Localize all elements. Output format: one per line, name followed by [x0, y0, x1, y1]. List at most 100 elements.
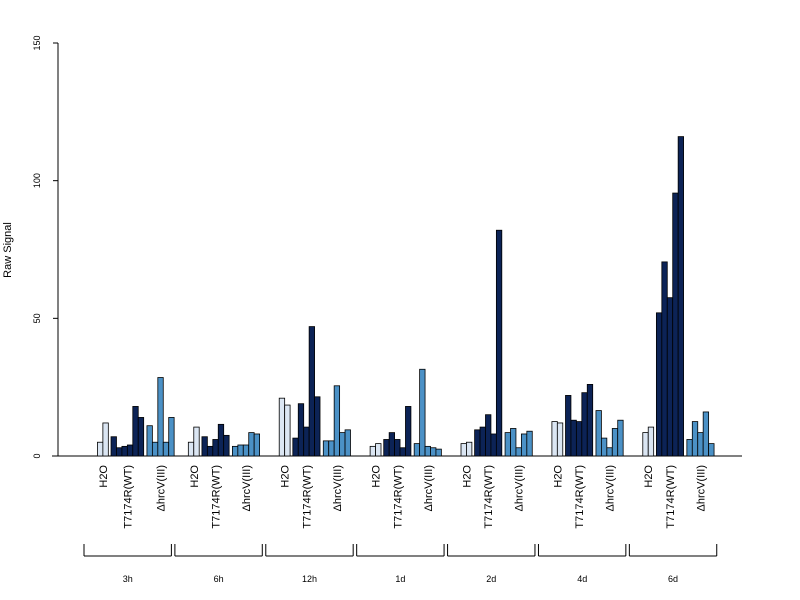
group-label: T7174R(WT) — [122, 465, 134, 529]
bar — [424, 445, 431, 457]
bar — [212, 439, 219, 457]
bar — [504, 432, 511, 457]
bar — [116, 447, 123, 457]
bar — [474, 429, 481, 457]
bar — [217, 423, 225, 457]
bar — [655, 312, 663, 457]
period-label: 4d — [577, 574, 587, 584]
group-label: H2O — [552, 465, 564, 488]
bar — [344, 429, 351, 457]
bar — [187, 441, 195, 457]
group-label: H2O — [461, 465, 473, 488]
bar — [314, 396, 321, 457]
group-label: ΔhrcV(III) — [514, 465, 526, 511]
bar — [419, 368, 426, 457]
bar — [677, 136, 684, 457]
bar — [466, 441, 473, 457]
bar — [375, 443, 382, 457]
bar — [570, 419, 577, 457]
bar — [132, 406, 139, 457]
bar — [146, 425, 153, 457]
group-label: T7174R(WT) — [392, 465, 404, 529]
period-label: 12h — [302, 574, 317, 584]
bar — [581, 392, 588, 457]
y-tick-label: 100 — [32, 173, 42, 188]
bar — [193, 426, 200, 457]
bar — [479, 426, 486, 457]
bar — [394, 439, 401, 457]
bar — [126, 444, 134, 457]
bar — [168, 417, 175, 457]
bar — [586, 384, 594, 457]
bar — [515, 447, 522, 457]
group-label: H2O — [98, 465, 110, 488]
group-label: H2O — [280, 465, 292, 488]
bar — [520, 433, 528, 457]
bar — [333, 385, 341, 457]
bar — [595, 410, 602, 457]
bar — [242, 444, 250, 457]
bar — [575, 421, 583, 457]
bar — [526, 430, 533, 457]
bar — [606, 447, 613, 457]
bar — [157, 377, 164, 457]
bar — [297, 403, 305, 457]
period-label: 6d — [668, 574, 678, 584]
bar — [551, 421, 558, 457]
bar — [322, 440, 330, 457]
group-label: H2O — [643, 465, 655, 488]
bar — [206, 445, 214, 457]
y-tick-label: 50 — [32, 313, 42, 323]
bar — [121, 445, 128, 457]
y-axis-label: Raw Signal — [2, 222, 14, 278]
bar — [201, 436, 208, 457]
bar — [231, 445, 239, 457]
bar — [399, 447, 406, 457]
bar — [647, 426, 655, 457]
bar — [369, 445, 376, 457]
bar — [565, 395, 572, 457]
bar — [223, 434, 230, 457]
bar — [278, 397, 286, 457]
bar — [110, 436, 117, 457]
group-label: ΔhrcV(III) — [156, 465, 168, 511]
bar — [430, 447, 437, 457]
bar — [102, 422, 109, 457]
bar — [253, 433, 261, 457]
bar — [303, 426, 310, 457]
bar — [601, 437, 608, 457]
bar — [237, 444, 244, 457]
group-label: ΔhrcV(III) — [332, 465, 344, 511]
bar — [666, 297, 674, 457]
bar — [460, 443, 467, 457]
group-label: T7174R(WT) — [574, 465, 586, 529]
bar — [388, 432, 396, 457]
bar — [691, 421, 699, 457]
bar — [284, 404, 291, 457]
bar — [617, 419, 624, 457]
bar — [510, 428, 517, 457]
bar — [383, 439, 390, 457]
group-label: ΔhrcV(III) — [696, 465, 708, 511]
group-label: T7174R(WT) — [211, 465, 223, 529]
period-label: 3h — [123, 574, 133, 584]
bar — [308, 326, 315, 457]
bar — [413, 443, 421, 457]
bar — [292, 437, 299, 457]
bar — [435, 448, 442, 457]
group-label: H2O — [371, 465, 383, 488]
y-tick-label: 0 — [32, 453, 42, 458]
bar — [405, 406, 412, 457]
group-label: T7174R(WT) — [301, 465, 313, 529]
bar — [162, 441, 170, 457]
group-label: ΔhrcV(III) — [241, 465, 253, 511]
bar — [137, 417, 145, 457]
group-label: T7174R(WT) — [483, 465, 495, 529]
bar — [339, 432, 346, 457]
bar — [495, 229, 503, 457]
period-label: 2d — [486, 574, 496, 584]
period-label: 6h — [214, 574, 224, 584]
period-label: 1d — [395, 574, 405, 584]
